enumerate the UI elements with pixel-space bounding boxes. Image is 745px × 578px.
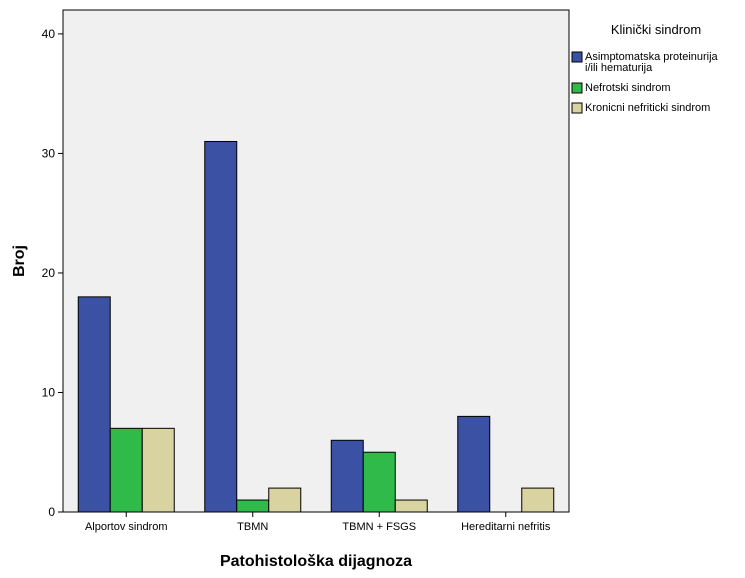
- bar: [362, 451, 396, 513]
- bar: [236, 499, 270, 513]
- y-tick-label: 30: [42, 146, 56, 160]
- legend-label: Kronicni nefriticki sindrom: [585, 102, 710, 114]
- bar: [330, 439, 364, 513]
- bar: [77, 296, 111, 513]
- bar: [394, 499, 428, 513]
- bar: [521, 487, 555, 513]
- bar: [268, 487, 302, 513]
- legend-label: Asimptomatska proteinurija: [585, 51, 719, 63]
- y-axis-title: Broj: [11, 245, 28, 277]
- x-tick-label: TBMN + FSGS: [342, 521, 416, 533]
- x-tick-label: Alportov sindrom: [85, 521, 168, 533]
- bars-group: [77, 140, 555, 513]
- legend-swatch: [571, 102, 583, 114]
- bar: [141, 427, 175, 513]
- x-axis: Alportov sindrom TBMN TBMN + FSGS Hereditar…: [85, 512, 551, 533]
- y-axis: 0 10 20 30 40: [42, 27, 63, 519]
- bar: [457, 415, 491, 513]
- legend-swatch: [571, 82, 583, 94]
- x-tick-label: Hereditarni nefritis: [461, 521, 551, 533]
- y-tick-label: 10: [42, 385, 56, 399]
- y-tick-label: 20: [42, 266, 56, 280]
- bar: [109, 427, 143, 513]
- legend-title: Klinički sindrom: [611, 22, 701, 37]
- y-tick-label: 40: [42, 27, 56, 41]
- y-tick-label: 0: [48, 505, 55, 519]
- legend-label: i/ili hematurija: [585, 62, 653, 74]
- x-axis-title: Patohistološka dijagnoza: [220, 553, 412, 570]
- legend-label: Nefrotski sindrom: [585, 82, 671, 94]
- x-tick-label: TBMN: [237, 521, 268, 533]
- bar: [204, 140, 238, 513]
- legend-swatch: [571, 51, 583, 63]
